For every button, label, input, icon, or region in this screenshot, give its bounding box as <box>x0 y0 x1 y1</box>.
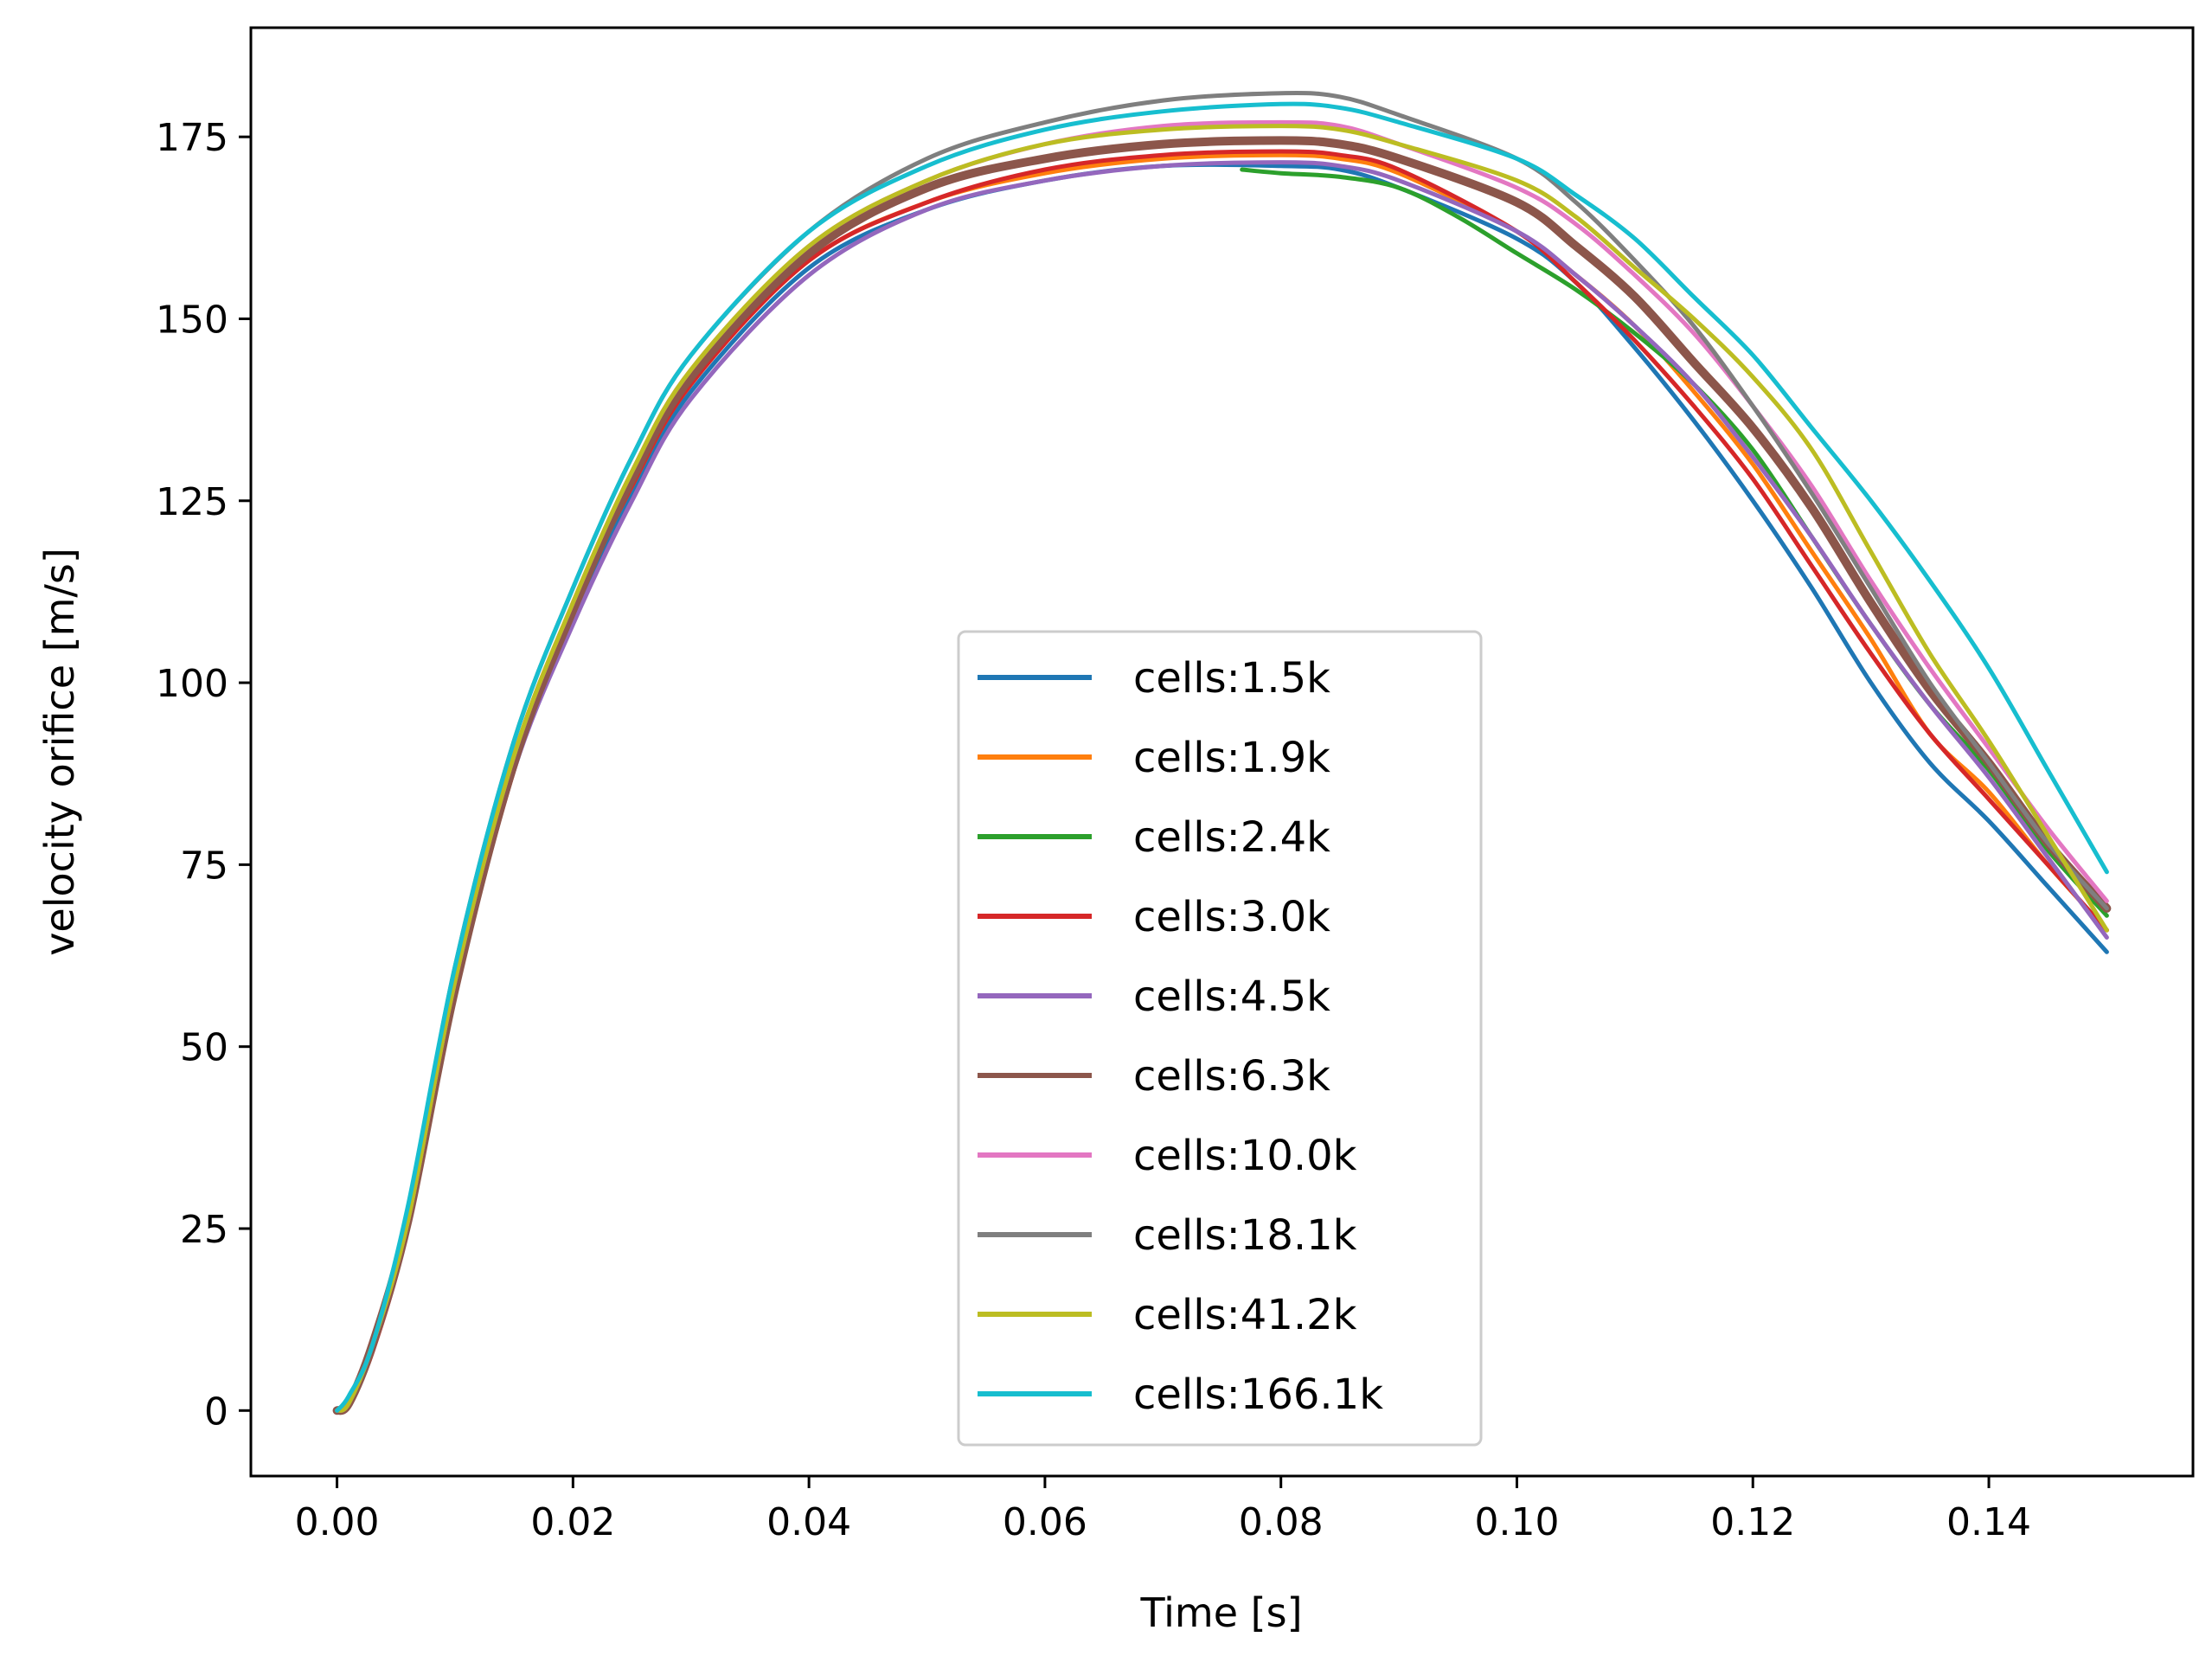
legend-label-7: cells:10.0k <box>1133 1132 1357 1180</box>
y-tick-label: 0 <box>204 1390 228 1434</box>
legend-label-1: cells:1.5k <box>1133 654 1330 703</box>
series-line-9 <box>335 124 2109 1413</box>
y-tick-label: 150 <box>156 298 228 342</box>
legend-entries: cells:1.5k cells:1.9k cells:2.4k cells:3.0k… <box>978 654 1383 1419</box>
x-tick-label: 0.02 <box>530 1500 615 1544</box>
legend-label-5: cells:4.5k <box>1133 972 1330 1021</box>
x-tick-label: 0.10 <box>1474 1500 1559 1544</box>
x-tick-label: 0.00 <box>295 1500 380 1544</box>
y-tick-label: 50 <box>180 1026 228 1070</box>
x-tick-label: 0.04 <box>766 1500 851 1544</box>
x-axis-ticks: 0.00 0.02 0.04 0.06 0.08 0.10 0.12 0.14 <box>295 1476 2031 1544</box>
legend-label-10: cells:166.1k <box>1133 1370 1383 1419</box>
x-tick-label: 0.14 <box>1946 1500 2031 1544</box>
legend-label-8: cells:18.1k <box>1133 1211 1357 1260</box>
y-tick-label: 100 <box>156 662 228 706</box>
legend-label-9: cells:41.2k <box>1133 1291 1357 1339</box>
y-tick-label: 25 <box>180 1208 228 1252</box>
legend-label-2: cells:1.9k <box>1133 734 1330 782</box>
x-tick-label: 0.06 <box>1003 1500 1087 1544</box>
legend-label-4: cells:3.0k <box>1133 893 1330 941</box>
legend-label-6: cells:6.3k <box>1133 1052 1330 1101</box>
y-tick-label: 75 <box>180 844 228 888</box>
x-tick-label: 0.08 <box>1239 1500 1324 1544</box>
y-tick-label: 175 <box>156 116 228 160</box>
y-axis-title: velocity orifice [m/s] <box>36 548 83 956</box>
x-tick-label: 0.12 <box>1710 1500 1795 1544</box>
plot-frame <box>249 26 2195 1478</box>
y-axis-ticks: 0 25 50 75 100 125 150 175 <box>156 116 251 1434</box>
series-layer <box>332 90 2112 1415</box>
legend: cells:1.5k cells:1.9k cells:2.4k cells:3.0k… <box>957 630 1483 1447</box>
x-axis-title: Time [s] <box>1139 1589 1302 1636</box>
y-tick-label: 125 <box>156 480 228 524</box>
legend-label-3: cells:2.4k <box>1133 813 1330 862</box>
series-line-10 <box>335 101 2109 1413</box>
